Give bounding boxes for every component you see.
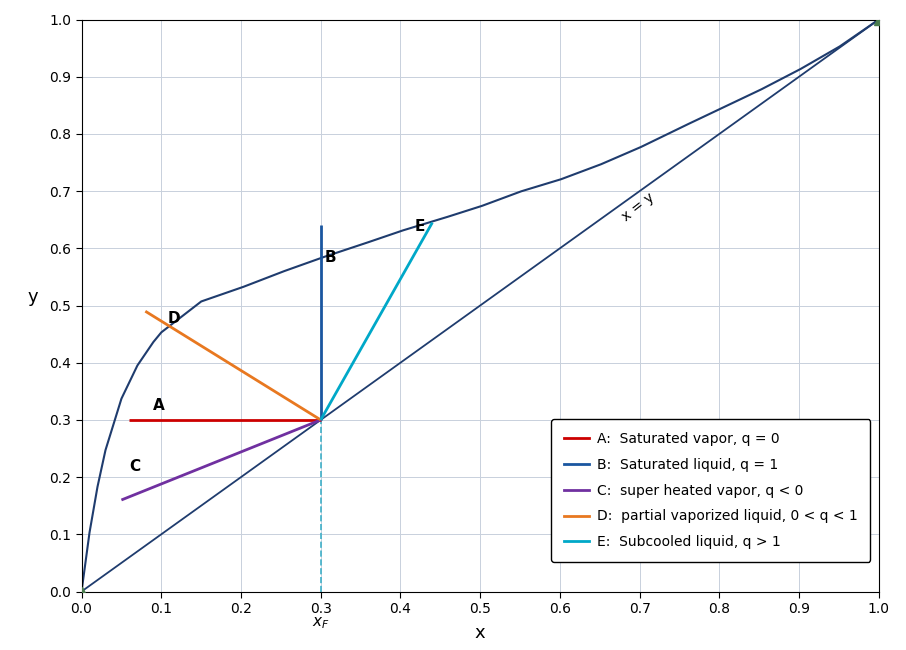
X-axis label: x: x bbox=[475, 624, 486, 642]
Text: x = y: x = y bbox=[619, 190, 657, 224]
Text: A: A bbox=[153, 398, 165, 413]
Y-axis label: y: y bbox=[27, 287, 38, 306]
Text: B: B bbox=[324, 250, 336, 265]
Text: D: D bbox=[168, 311, 180, 326]
Text: C: C bbox=[130, 460, 140, 474]
Text: E: E bbox=[415, 219, 425, 234]
Text: $x_F$: $x_F$ bbox=[312, 616, 330, 631]
Legend: A:  Saturated vapor, q = 0, B:  Saturated liquid, q = 1, C:  super heated vapor,: A: Saturated vapor, q = 0, B: Saturated … bbox=[551, 419, 871, 562]
